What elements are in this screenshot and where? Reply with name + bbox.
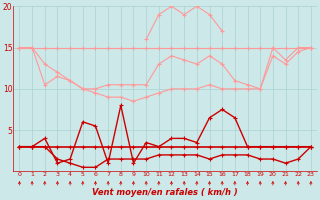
X-axis label: Vent moyen/en rafales ( km/h ): Vent moyen/en rafales ( km/h ) <box>92 188 238 197</box>
